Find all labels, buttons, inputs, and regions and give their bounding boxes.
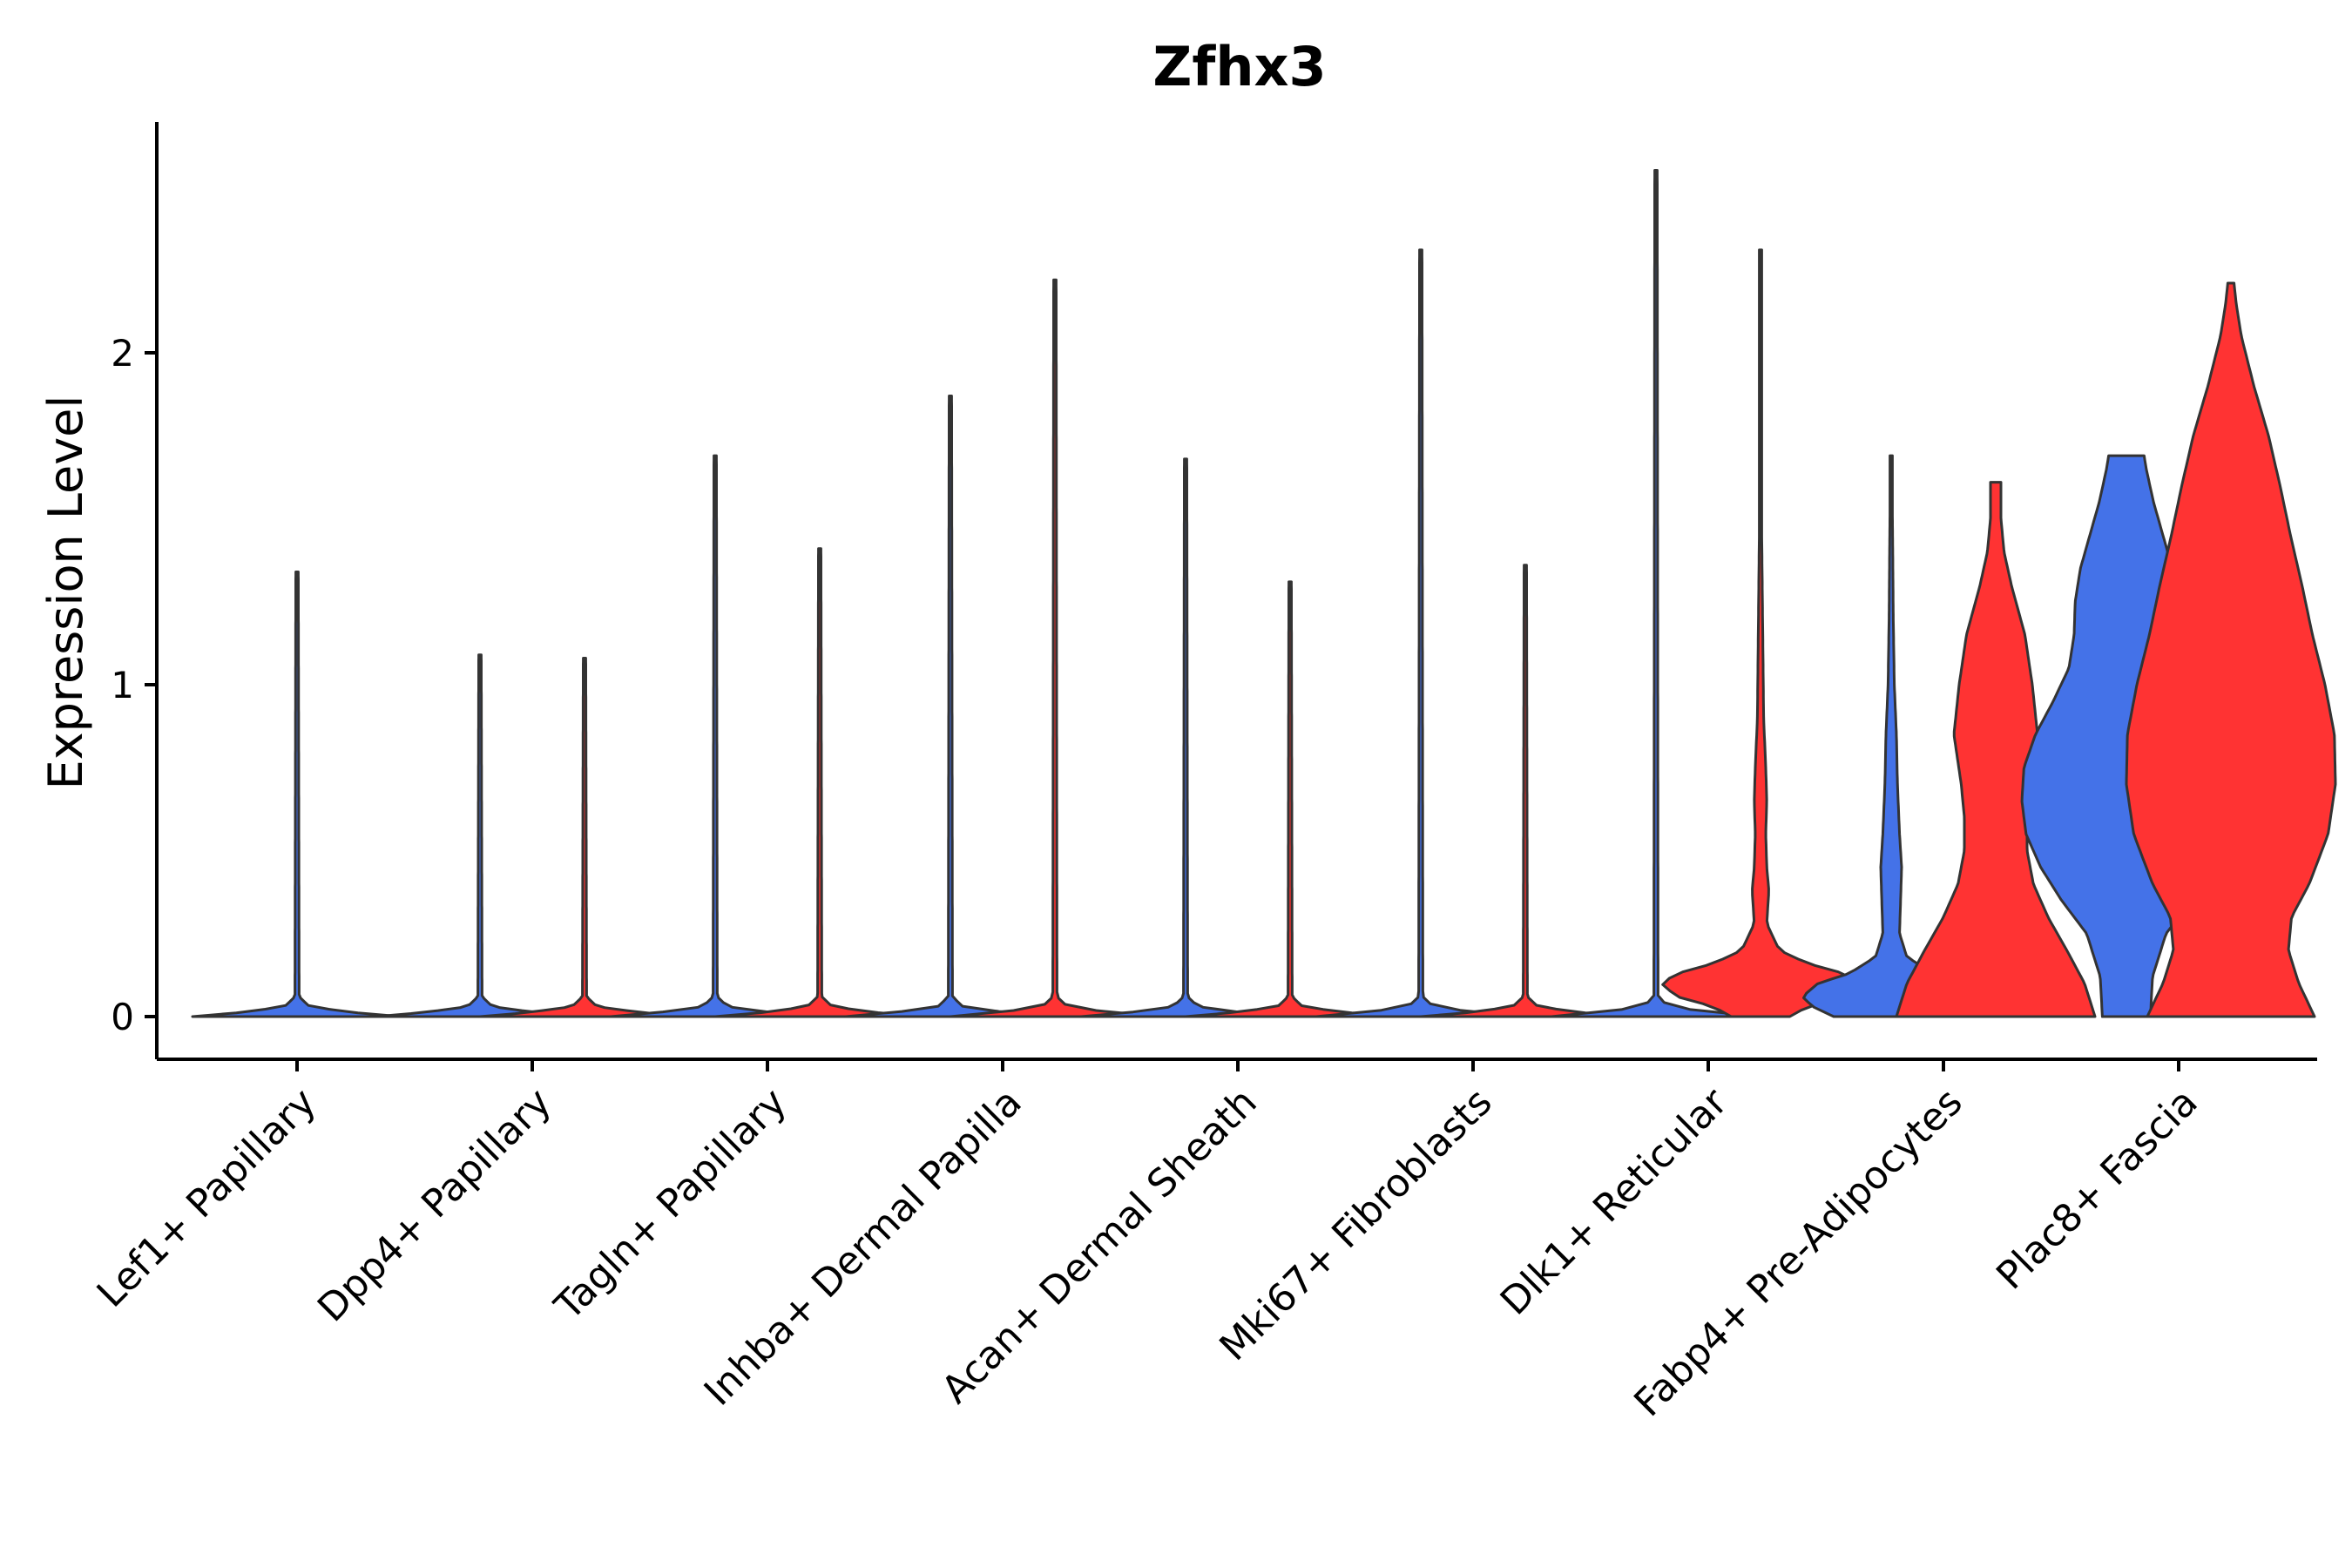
- y-tick-label-2: 2: [111, 332, 134, 375]
- violin-tagln-papillary-right: [713, 547, 926, 1018]
- violin-dlk1-reticular-left: [1550, 169, 1762, 1018]
- violin-plac8-fascia-right: [2125, 281, 2337, 1018]
- y-axis-title: Expression Level: [38, 395, 93, 790]
- x-tick-label-8: Plac8+ Fascia: [1988, 1080, 2207, 1299]
- violin-fabp4-pre-adipocytes-left: [1802, 454, 1980, 1018]
- violin-fabp4-pre-adipocytes-right: [1895, 481, 2097, 1018]
- violin-inhba-dermal-papilla-left: [844, 395, 1057, 1018]
- y-ticks: 0 1 2: [111, 332, 157, 1038]
- x-tick-label-2: Tagln+ Papillary: [546, 1080, 795, 1329]
- plot-area: [191, 169, 2337, 1018]
- x-tick-label-6: Dlk1+ Reticular: [1492, 1079, 1737, 1324]
- violin-mki67-fibroblasts-right: [1419, 564, 1632, 1018]
- x-tick-label-1: Dpp4+ Papillary: [309, 1080, 560, 1331]
- violin-dpp4-papillary-left: [374, 653, 586, 1018]
- violin-acan-dermal-sheath-right: [1184, 580, 1396, 1018]
- x-tick-label-5: Mki67+ Fibroblasts: [1211, 1080, 1500, 1369]
- y-tick-label-1: 1: [111, 664, 134, 706]
- violin-lef1-papillary-single: [191, 571, 403, 1018]
- violin-inhba-dermal-papilla-right: [949, 278, 1161, 1018]
- violin-mki67-fibroblasts-left: [1315, 248, 1527, 1018]
- violin-acan-dermal-sheath-left: [1079, 457, 1292, 1018]
- violin-tagln-papillary-left: [609, 454, 821, 1018]
- chart-title: Zfhx3: [1152, 35, 1326, 98]
- violin-dlk1-reticular-right: [1661, 248, 1860, 1018]
- y-tick-label-0: 0: [111, 996, 134, 1038]
- violin-dpp4-papillary-right: [478, 657, 691, 1018]
- x-tick-label-0: Lef1+ Papillary: [89, 1080, 325, 1316]
